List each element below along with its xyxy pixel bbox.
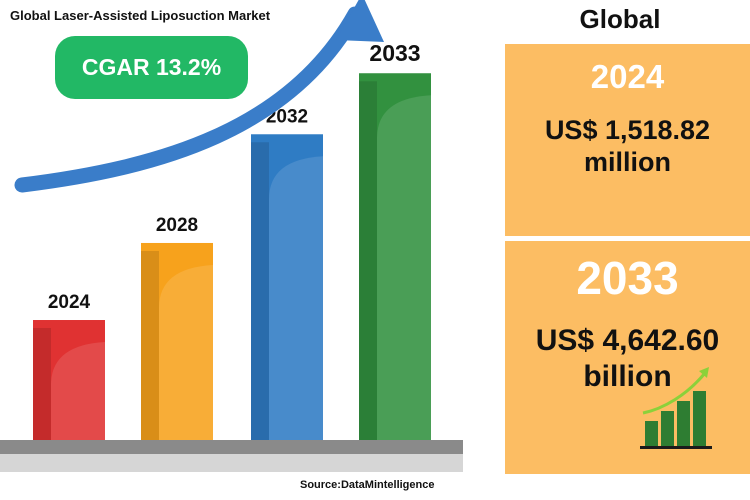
card-2033: 2033 US$ 4,642.60 billion [505, 241, 750, 474]
card-value-unit: million [584, 147, 671, 178]
bar-shade [359, 81, 377, 441]
bar-label-2033: 2033 [369, 40, 420, 66]
bar-2032 [251, 134, 323, 440]
card-value-unit: billion [583, 360, 672, 393]
bar-label-2032: 2032 [266, 106, 308, 127]
card-2024: 2024 US$ 1,518.82 million [505, 44, 750, 236]
bar-growth-icon [640, 367, 712, 449]
source-note: Source:DataMintelligence [300, 479, 435, 491]
bar-chart: 2024 2028 2032 2033 [0, 0, 463, 472]
chart-baseline [0, 440, 463, 454]
bar-highlight [269, 156, 323, 440]
bar-label-2024: 2024 [48, 292, 91, 313]
bars-layer: 2024 2028 2032 2033 [33, 40, 431, 441]
card-year: 2033 [576, 252, 679, 304]
card-value: US$ 1,518.82 million [505, 114, 750, 179]
bar-shade [33, 328, 51, 440]
card-value-amount: US$ 1,518.82 [544, 115, 711, 145]
card-value: US$ 4,642.60 billion [505, 323, 750, 395]
bar-2033 [359, 73, 431, 441]
bar-highlight [377, 95, 431, 441]
bar-shade [251, 142, 269, 440]
bar-highlight [51, 342, 105, 440]
bar-label-2028: 2028 [156, 215, 198, 236]
card-value-amount: US$ 4,642.60 [535, 324, 720, 357]
bar-2028 [141, 242, 213, 440]
growth-arrow-head [336, 0, 384, 42]
bar-highlight [159, 264, 213, 440]
chart-baseline-shadow [0, 454, 463, 472]
bar-shade [141, 250, 159, 440]
card-year: 2024 [590, 58, 665, 95]
bar-2024 [33, 320, 105, 440]
region-label: Global [579, 4, 661, 34]
cagr-badge: CGAR 13.2% [55, 36, 248, 99]
growth-arrow-icon [14, 6, 363, 193]
chart-title: Global Laser-Assisted Liposuction Market [10, 8, 271, 23]
